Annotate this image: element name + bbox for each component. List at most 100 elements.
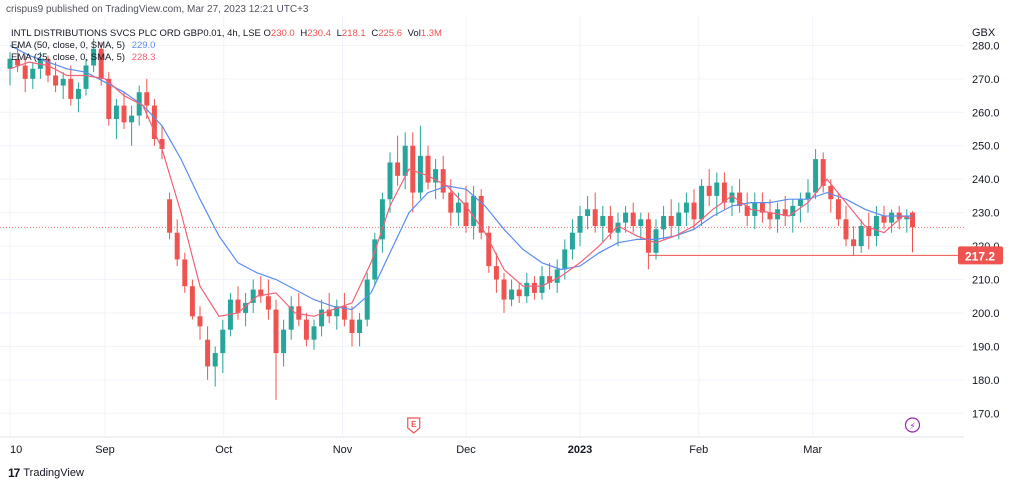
x-tick-label: Mar <box>803 444 822 456</box>
candle-body <box>820 159 826 186</box>
y-tick-label: 260.0 <box>972 107 1000 119</box>
ohlc-value: 1.3M <box>420 28 442 39</box>
y-tick-label: 200.0 <box>972 308 1000 320</box>
candle-body <box>910 212 915 228</box>
symbol-legend: INTL DISTRIBUTIONS SVCS PLC ORD GBP0.01,… <box>11 28 445 39</box>
candle-body <box>501 279 507 300</box>
candle-body <box>729 192 735 203</box>
candle-body <box>873 215 879 237</box>
candle-body <box>311 326 317 340</box>
candle-body <box>53 75 59 86</box>
dividend-marker-icon <box>904 417 921 433</box>
candle-body <box>144 92 150 106</box>
candle-body <box>296 306 302 320</box>
candle-body <box>835 199 841 220</box>
ema50-legend[interactable]: EMA (50, close, 0, SMA, 5) 229.0 <box>11 40 155 51</box>
candle-body <box>265 296 271 310</box>
ohlc-key: H <box>297 28 308 39</box>
candle-body <box>303 319 309 340</box>
earnings-marker-label: E <box>411 420 417 429</box>
candle-body <box>334 306 340 317</box>
candle-body <box>364 279 370 320</box>
candle-body <box>759 202 765 213</box>
candle-body <box>813 159 819 193</box>
support-price-label: 217.2 <box>965 249 995 263</box>
candle-body <box>562 249 568 270</box>
candle-body <box>516 289 522 297</box>
candle-body <box>653 229 659 253</box>
candle-body <box>402 145 408 176</box>
candle-body <box>782 209 788 216</box>
candle-body <box>410 145 416 193</box>
x-tick-label: Nov <box>333 444 353 456</box>
candle-body <box>387 162 393 200</box>
ohlc-value: 230.4 <box>307 28 331 39</box>
candle-body <box>547 276 553 283</box>
candle-body <box>341 306 347 320</box>
candle-body <box>592 209 598 226</box>
candle-body <box>174 232 180 260</box>
dividend-marker-label: ⚡ <box>909 421 915 431</box>
candle-body <box>197 316 203 327</box>
candle-body <box>699 185 705 220</box>
candle-body <box>250 289 256 303</box>
candle-body <box>159 139 165 150</box>
candle-body <box>539 276 545 293</box>
candle-body <box>379 199 385 240</box>
support-price-badge <box>958 246 1003 265</box>
candle-body <box>577 215 583 233</box>
candle-body <box>676 212 682 226</box>
candle-body <box>7 58 13 69</box>
candle-body <box>30 68 36 79</box>
ema25-value: 228.3 <box>131 52 156 63</box>
candle-body <box>417 155 423 193</box>
ema25-legend[interactable]: EMA (25, close, 0, SMA, 5) 228.3 <box>11 52 155 63</box>
published-note: crispus9 published on TradingView.com, M… <box>6 4 309 15</box>
x-tick-label: Sep <box>95 444 115 456</box>
reference-lines <box>0 226 964 256</box>
ohlc-key: C <box>368 28 379 39</box>
ohlc-value: 218.1 <box>341 28 366 39</box>
candle-body <box>220 329 226 354</box>
candle-body <box>638 219 644 226</box>
ohlc-key: Vol <box>404 28 421 39</box>
y-tick-label: 280.0 <box>972 40 1000 52</box>
candle-body <box>797 199 803 206</box>
candle-body <box>273 309 279 354</box>
candle-body <box>683 202 689 213</box>
candle-body <box>767 212 773 220</box>
earnings-marker-icon <box>407 417 421 434</box>
candle-body <box>866 226 872 237</box>
candle-body <box>744 205 750 216</box>
x-tick-label: Feb <box>689 444 708 456</box>
candle-body <box>851 239 857 247</box>
candle-body <box>630 212 636 226</box>
candle-body <box>471 195 477 226</box>
candle-body <box>615 222 621 233</box>
y-tick-label: 170.0 <box>972 408 1000 420</box>
candle-body <box>91 48 97 66</box>
candle-body <box>83 65 89 89</box>
candle-body <box>68 78 74 99</box>
candle-body <box>531 282 537 293</box>
candle-body <box>645 219 651 253</box>
candle-body <box>189 286 195 317</box>
candle-body <box>167 199 173 233</box>
candle-body <box>372 239 378 280</box>
candle-body <box>349 319 355 334</box>
candle-body <box>357 319 363 334</box>
ohlc-values: O230.0 H230.4 L218.1 C225.6 Vol1.3M <box>264 28 445 39</box>
tradingview-brand[interactable]: 17 TradingView <box>8 466 84 480</box>
candle-body <box>889 212 895 223</box>
candles <box>7 38 915 400</box>
candle-body <box>478 195 484 233</box>
candle-body <box>509 289 515 300</box>
candle-body <box>858 226 864 247</box>
candle-body <box>607 215 613 233</box>
candle-body <box>569 232 575 250</box>
candle-body <box>714 182 720 196</box>
candle-body <box>326 309 332 317</box>
y-tick-label: 210.0 <box>972 275 1000 287</box>
